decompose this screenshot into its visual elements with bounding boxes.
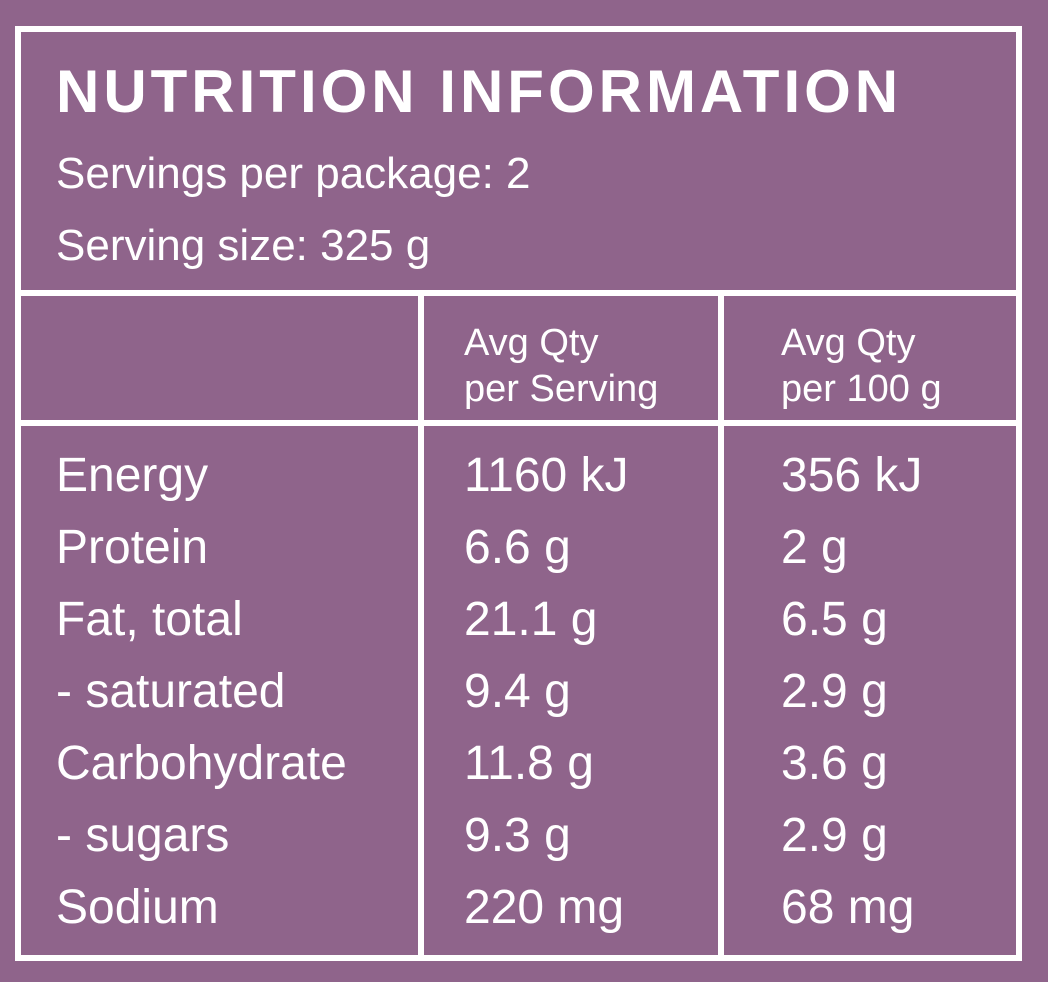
nutrient-name: Energy [56, 449, 209, 502]
table-row: Protein 6.6 g 2 g [21, 512, 1016, 584]
nutrient-name: Fat, total [56, 593, 243, 646]
per-100g-value: 2.9 g [781, 809, 888, 862]
column-divider-2 [718, 296, 724, 955]
serving-size: Serving size: 325 g [56, 221, 431, 270]
column-divider-1 [418, 296, 424, 955]
column-header-per-serving-line-1: Avg Qty [464, 322, 599, 364]
per-100g-value: 6.5 g [781, 593, 888, 646]
per-serving-value: 6.6 g [464, 521, 571, 574]
nutrient-name: - saturated [56, 665, 286, 718]
per-serving-value: 220 mg [464, 881, 625, 934]
per-100g-value: 356 kJ [781, 449, 923, 502]
table-row: - sugars 9.3 g 2.9 g [21, 800, 1016, 872]
per-100g-value: 68 mg [781, 881, 915, 934]
per-100g-value: 2.9 g [781, 665, 888, 718]
column-header-per-serving-line-2: per Serving [464, 368, 659, 410]
column-header-divider [21, 420, 1016, 426]
per-serving-value: 1160 kJ [464, 449, 629, 502]
per-100g-value: 3.6 g [781, 737, 888, 790]
nutrient-name: Carbohydrate [56, 737, 347, 790]
per-100g-value: 2 g [781, 521, 848, 574]
column-header-per-serving: Avg Qty per Serving [464, 320, 658, 412]
nutrition-panel: NUTRITION INFORMATION Servings per packa… [15, 26, 1022, 961]
per-serving-value: 21.1 g [464, 593, 598, 646]
nutrient-name: Sodium [56, 881, 219, 934]
panel-header: NUTRITION INFORMATION Servings per packa… [21, 32, 1016, 292]
panel-title: NUTRITION INFORMATION [56, 58, 903, 125]
table-row: Energy 1160 kJ 356 kJ [21, 440, 1016, 512]
table-row: Sodium 220 mg 68 mg [21, 872, 1016, 944]
servings-per-package: Servings per package: 2 [56, 149, 531, 198]
nutrient-name: - sugars [56, 809, 230, 862]
column-header-per-100g: Avg Qty per 100 g [781, 320, 942, 412]
table-row: - saturated 9.4 g 2.9 g [21, 656, 1016, 728]
per-serving-value: 9.3 g [464, 809, 571, 862]
per-serving-value: 9.4 g [464, 665, 571, 718]
table-row: Carbohydrate 11.8 g 3.6 g [21, 728, 1016, 800]
column-header-per-100g-line-2: per 100 g [781, 368, 942, 410]
per-serving-value: 11.8 g [464, 737, 594, 790]
header-divider [21, 290, 1016, 296]
nutrient-name: Protein [56, 521, 209, 574]
table-row: Fat, total 21.1 g 6.5 g [21, 584, 1016, 656]
column-header-per-100g-line-1: Avg Qty [781, 322, 916, 364]
